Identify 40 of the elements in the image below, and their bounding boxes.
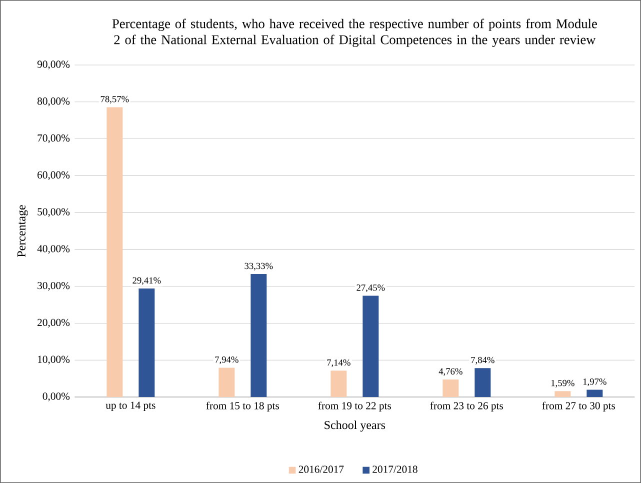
y-tick-label: 60,00% [38,171,70,180]
data-label: 7,94% [215,356,238,364]
bar [554,391,571,397]
data-label: 27,45% [356,284,385,292]
legend-label: 2016/2017 [298,466,344,473]
bar [330,370,347,397]
data-label: 7,14% [327,359,350,368]
data-label: 7,84% [471,356,494,364]
bar [442,379,459,397]
data-label: 33,33% [244,262,273,270]
chart-title: Percentage of students, who have received the respective number of points from Module 2 of the National External Evaluation of Digital Competences in the years under review [112,18,597,47]
x-tick-label: from 23 to 26 pts [430,402,504,412]
x-tick-label: from 19 to 22 pts [318,402,392,412]
y-tick-label: 90,00% [37,60,70,70]
y-tick-label: 0,00% [42,392,70,402]
y-tick-label: 50,00% [38,208,70,217]
x-tick-label: from 15 to 18 pts [206,402,280,412]
data-label: 1,59% [551,380,574,388]
data-label: 1,97% [583,378,606,386]
legend-label: 2017/2018 [372,466,418,473]
bar [218,368,235,397]
x-tick-label: from 27 to 30 pts [542,402,616,412]
bar [362,296,379,397]
bar [474,368,491,397]
bar [586,390,603,397]
x-axis-title: School years [324,420,386,432]
y-tick-label: 70,00% [38,134,70,144]
bar [250,274,267,397]
y-tick-label: 40,00% [37,245,70,254]
y-tick-label: 80,00% [37,98,70,106]
data-label: 4,76% [438,368,462,376]
data-label: 29,41% [132,277,161,285]
y-tick-label: 30,00% [38,282,70,291]
y-tick-label: 20,00% [38,318,70,328]
data-label: 78,57% [100,96,129,104]
y-axis-title: Percentage [17,205,28,257]
bar [138,288,155,397]
bar [106,107,123,397]
y-tick-label: 10,00% [38,356,70,364]
x-tick-label: up to 14 pts [106,402,156,412]
